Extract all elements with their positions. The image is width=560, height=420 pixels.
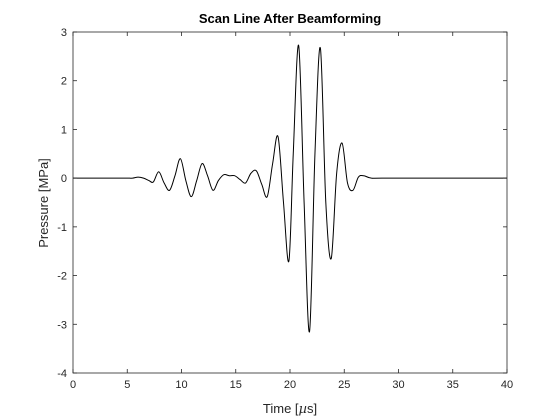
x-tick-label: 40 [501, 379, 513, 391]
x-tick-label: 10 [175, 379, 187, 391]
series-line [73, 44, 507, 333]
x-tick-label: 35 [447, 379, 459, 391]
y-tick-label: 0 [61, 173, 67, 185]
y-tick-label: -1 [57, 222, 67, 234]
chart-title: Scan Line After Beamforming [199, 11, 381, 26]
x-tick-label: 15 [230, 379, 242, 391]
y-axis-label: Pressure [MPa] [36, 158, 51, 248]
y-tick-label: 1 [61, 124, 67, 136]
plot-area: 0 5 10 15 20 25 30 35 40 -4 -3 -2 -1 0 1 2 3 [57, 27, 513, 391]
y-tick-label: -4 [57, 368, 67, 380]
y-tick-label: -2 [57, 271, 67, 283]
x-tick-label: 0 [70, 379, 76, 391]
x-tick-label: 5 [124, 379, 130, 391]
y-tick-label: 3 [61, 27, 67, 39]
y-tick-label: 2 [61, 76, 67, 88]
x-axis-label: Time [µs] [263, 401, 317, 417]
y-tick-label: -3 [57, 319, 67, 331]
x-tick-label: 30 [392, 379, 404, 391]
x-tick-label: 25 [338, 379, 350, 391]
x-tick-label: 20 [284, 379, 296, 391]
